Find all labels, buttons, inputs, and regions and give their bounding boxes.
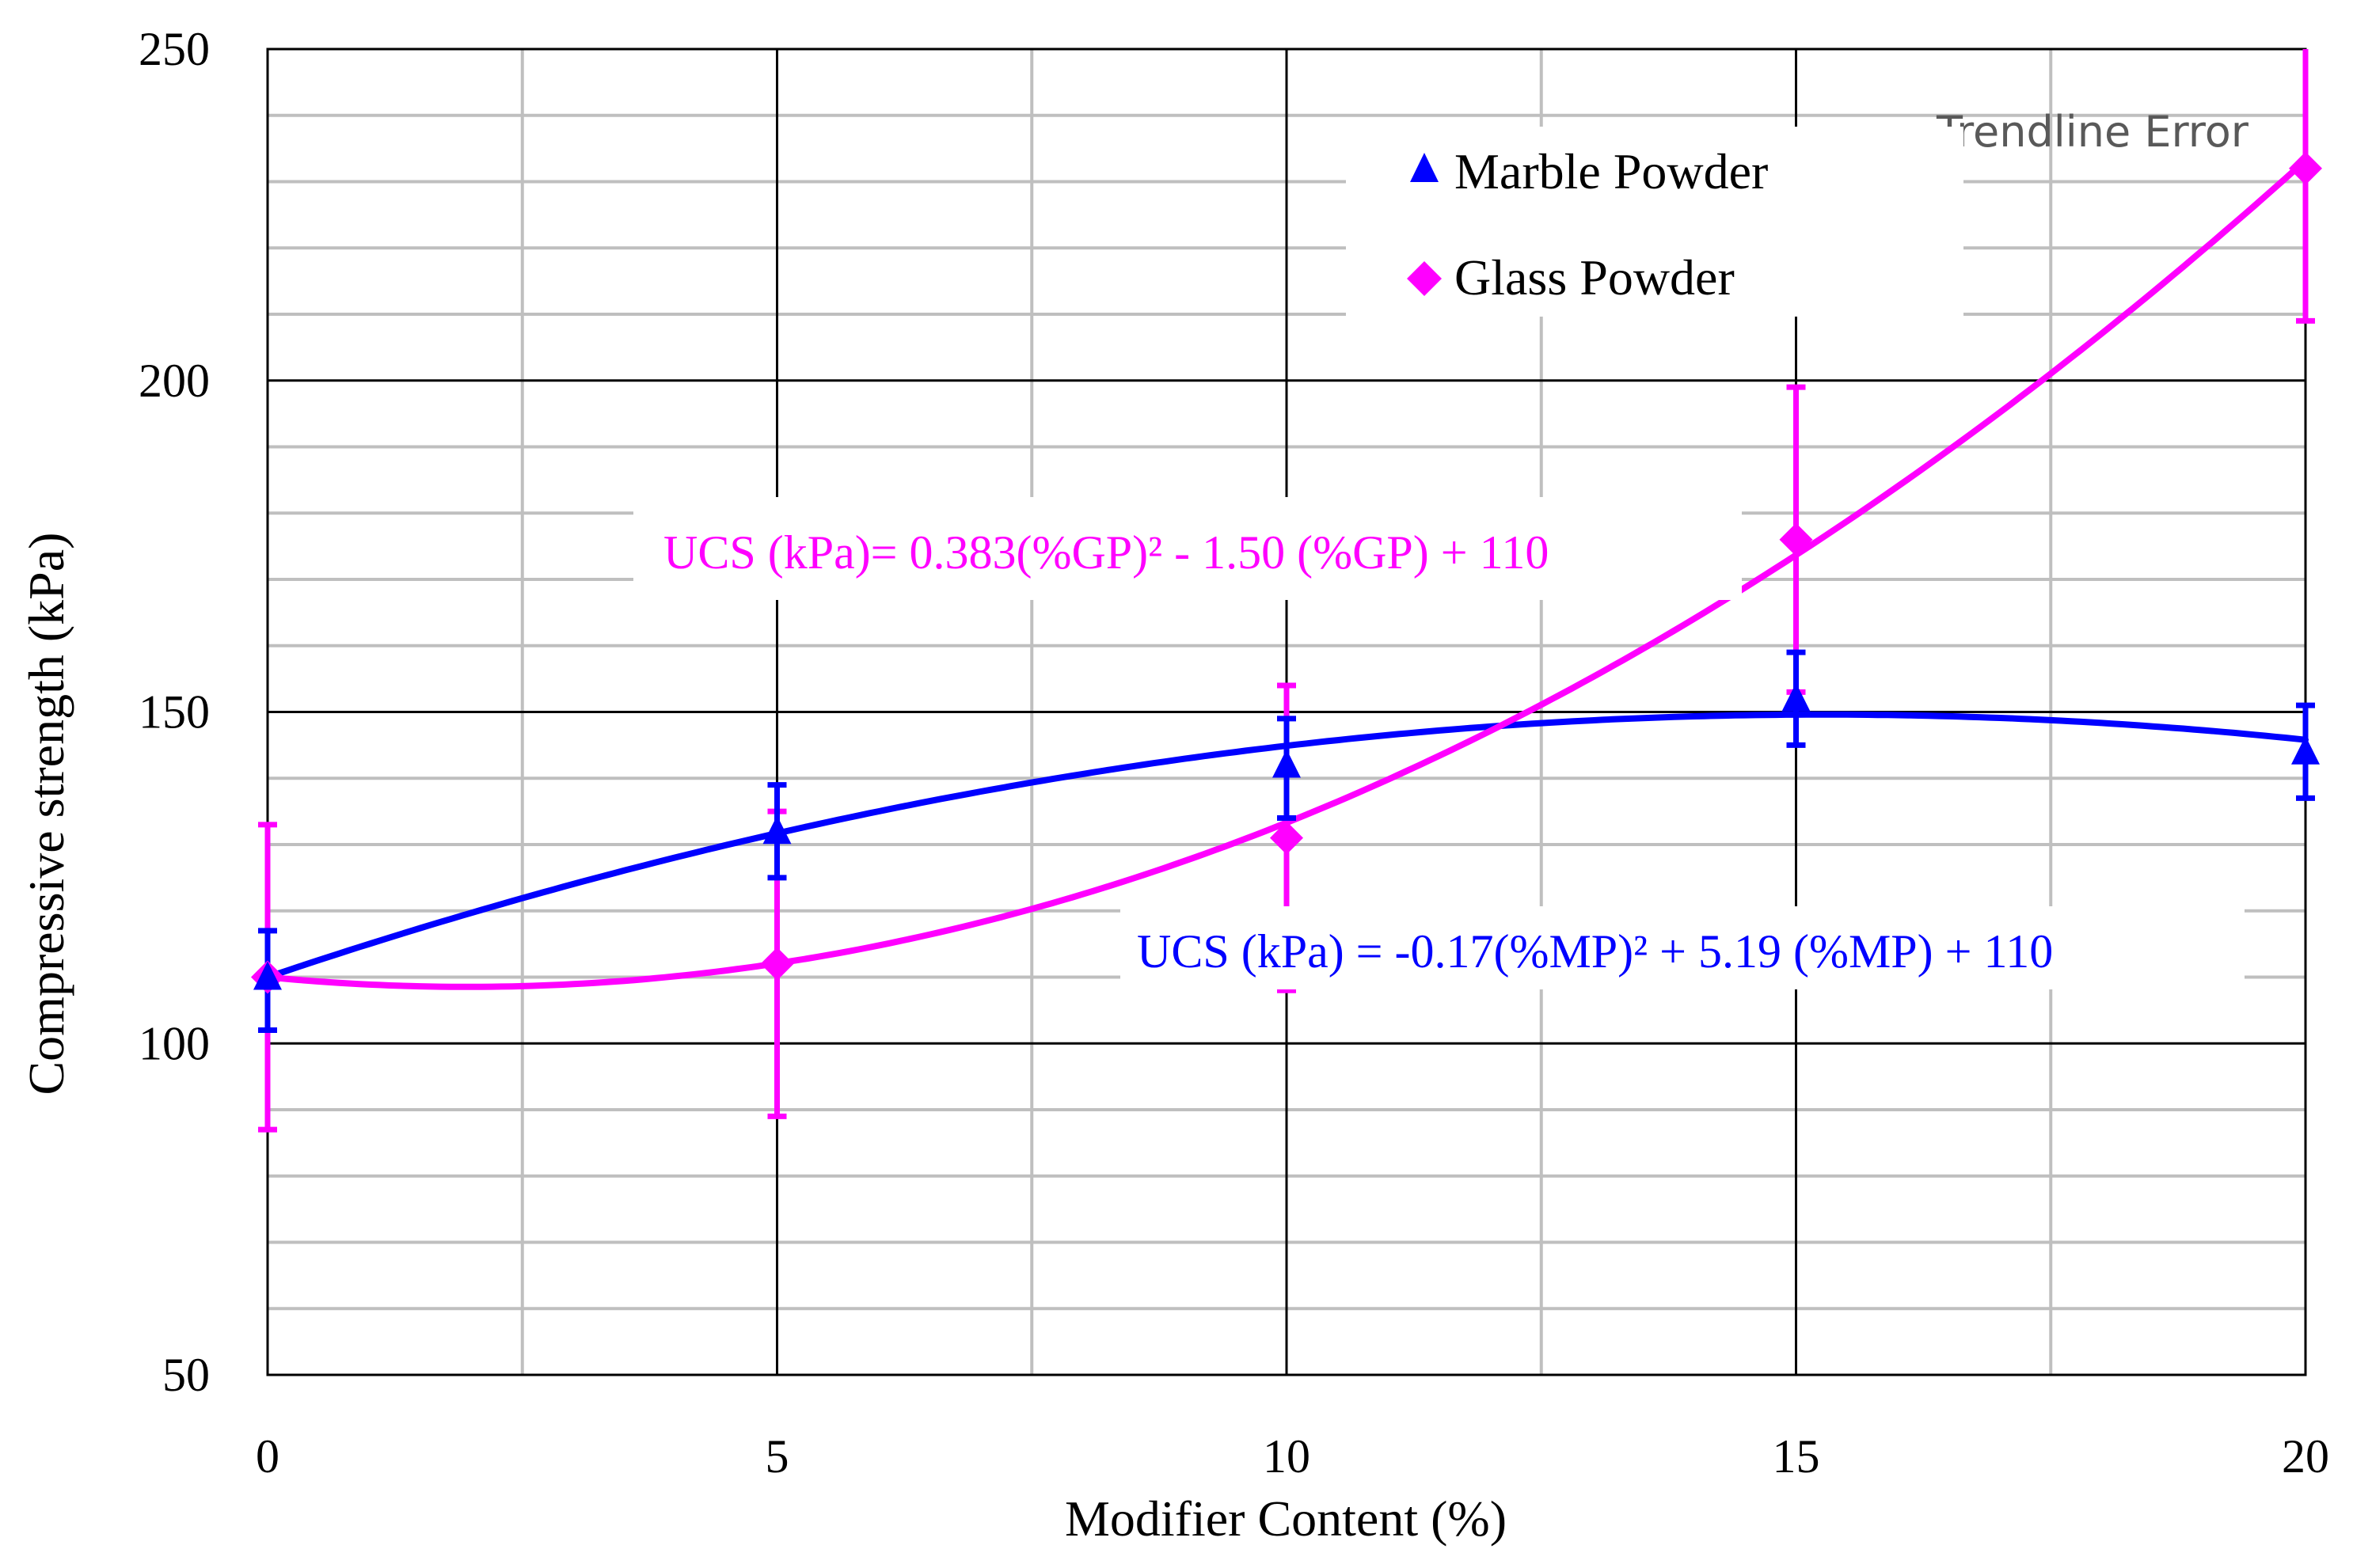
x-tick-label: 0 [256, 1430, 279, 1483]
marker-marble-powder [1272, 749, 1301, 778]
x-tick-label: 15 [1773, 1430, 1820, 1483]
x-tick-label: 20 [2282, 1430, 2329, 1483]
x-tick-label: 10 [1263, 1430, 1310, 1483]
x-tick-label: 5 [766, 1430, 789, 1483]
legend-background [1346, 127, 1963, 317]
equation-glass-powder: UCS (kPa)= 0.383(%GP)² - 1.50 (%GP) + 11… [663, 526, 1549, 579]
x-axis-title: Modifier Content (%) [1065, 1490, 1507, 1547]
y-tick-label: 50 [162, 1349, 210, 1401]
legend-glass-marker [1407, 261, 1442, 296]
y-tick-label: 100 [139, 1017, 210, 1069]
legend-marble-marker [1410, 153, 1439, 182]
marker-marble-powder [762, 815, 792, 845]
marker-glass-powder [760, 947, 794, 981]
eq-glass-background [633, 497, 1742, 600]
marker-glass-powder [1270, 821, 1303, 855]
equation-marble-powder: UCS (kPa) = -0.17(%MP)² + 5.19 (%MP) + 1… [1137, 925, 2053, 978]
legend: Marble Powder Glass Powder [1346, 127, 1963, 317]
marker-glass-powder [2289, 151, 2322, 185]
marker-marble-powder [1781, 682, 1811, 712]
marker-marble-powder [253, 961, 282, 990]
legend-glass-label: Glass Powder [1454, 249, 1735, 306]
equation-labels: UCS (kPa)= 0.383(%GP)² - 1.50 (%GP) + 11… [633, 497, 2245, 989]
marker-glass-powder [1779, 522, 1813, 556]
legend-marble-label: Marble Powder [1454, 143, 1768, 199]
trendline-error-overlay: Trendline Error [1936, 107, 2249, 157]
tick-labels: 0 5 10 15 20 50 100 150 200 250 [139, 23, 2329, 1483]
y-tick-label: 200 [139, 355, 210, 407]
y-axis-title: Compressive strength (kPa) [18, 533, 74, 1095]
data-points [251, 151, 2322, 994]
eq-marble-background [1120, 906, 2245, 989]
y-tick-label: 250 [139, 23, 210, 75]
y-tick-label: 150 [139, 686, 210, 738]
overlay-text-group: Trendline Error [1936, 107, 2249, 157]
marker-marble-powder [2291, 735, 2320, 765]
